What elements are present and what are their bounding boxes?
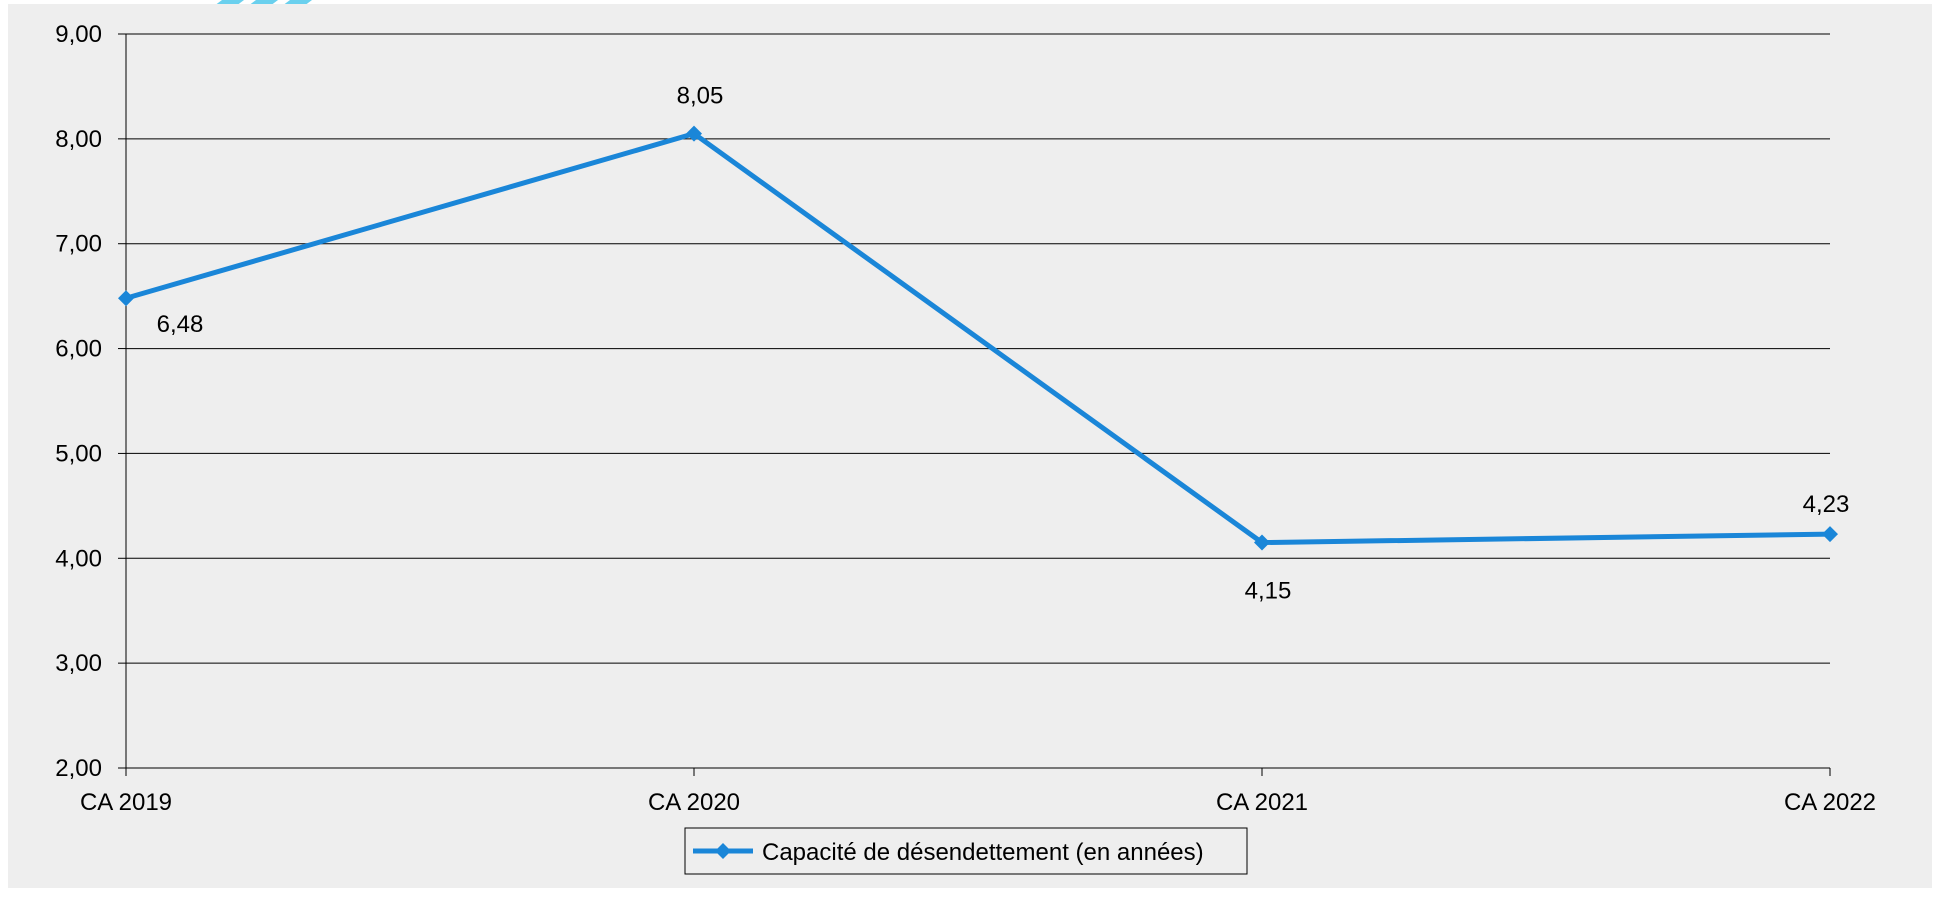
y-tick-label: 5,00 — [55, 440, 102, 467]
y-tick-label: 2,00 — [55, 755, 102, 782]
axes — [118, 33, 1831, 776]
y-tick-label: 4,00 — [55, 545, 102, 572]
legend-marker-swatch — [715, 843, 731, 859]
y-tick-label: 6,00 — [55, 336, 102, 363]
x-tick-label: CA 2019 — [80, 789, 172, 816]
legend: Capacité de désendettement (en années) — [684, 827, 1248, 875]
legend-label: Capacité de désendettement (en années) — [762, 839, 1204, 866]
y-tick-label: 7,00 — [55, 231, 102, 258]
x-tick-label: CA 2021 — [1216, 789, 1308, 816]
y-axis-tick-labels: 2,00 3,00 4,00 5,00 6,00 7,00 8,00 9,00 — [55, 21, 102, 782]
plot-area — [8, 4, 1932, 888]
data-point-marker — [1254, 534, 1270, 551]
data-point-marker — [1822, 526, 1838, 543]
data-label: 6,48 — [157, 311, 204, 338]
data-label: 8,05 — [677, 83, 724, 110]
y-tick-label: 9,00 — [55, 21, 102, 48]
y-tick-label: 8,00 — [55, 126, 102, 153]
legend-box — [684, 827, 1248, 875]
data-point-marker — [118, 290, 134, 307]
x-tick-label: CA 2022 — [1784, 789, 1876, 816]
data-point-marker — [686, 125, 702, 142]
x-tick-label: CA 2020 — [648, 789, 740, 816]
gridlines — [126, 33, 1830, 664]
data-label: 4,23 — [1803, 491, 1850, 518]
x-axis-tick-labels: CA 2019 CA 2020 CA 2021 CA 2022 — [80, 789, 1876, 816]
series-line — [125, 131, 1831, 546]
y-tick-label: 3,00 — [55, 650, 102, 677]
data-label: 4,15 — [1245, 578, 1292, 605]
data-labels: 6,48 8,05 4,15 4,23 — [157, 83, 1850, 605]
series-group — [118, 125, 1838, 551]
